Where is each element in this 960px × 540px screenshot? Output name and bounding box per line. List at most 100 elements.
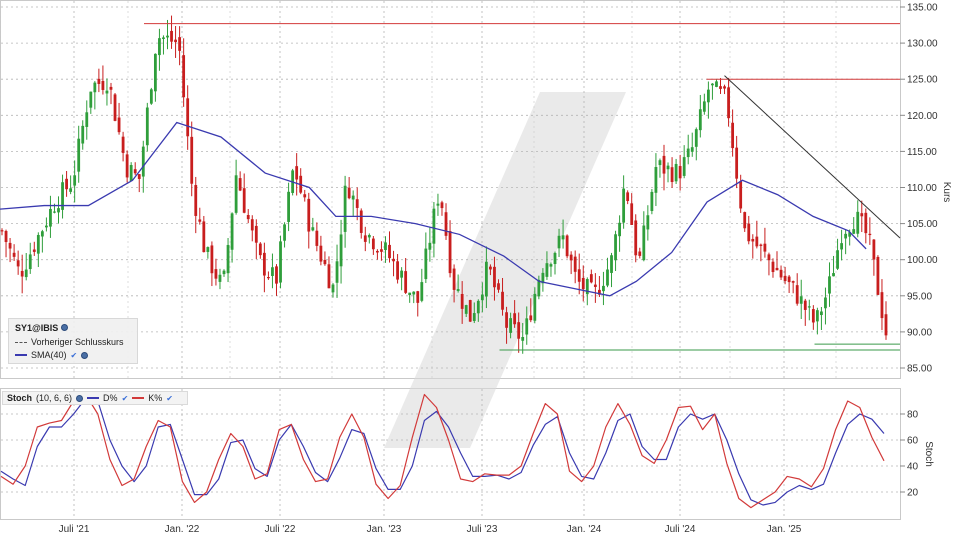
candle-up xyxy=(541,272,545,284)
candle-up xyxy=(561,235,565,240)
d-line-swatch-icon xyxy=(87,397,100,399)
candle-down xyxy=(565,235,569,257)
candle-down xyxy=(771,261,775,273)
candle-up xyxy=(69,188,73,192)
k-line-swatch-icon xyxy=(132,397,145,399)
candle-up xyxy=(682,157,686,176)
candle-down xyxy=(751,238,755,242)
candle-down xyxy=(775,267,779,271)
candle-up xyxy=(698,109,702,131)
candle-up xyxy=(24,269,28,278)
candle-down xyxy=(190,136,194,184)
stoch-indicator-params: (10, 6, 6) xyxy=(36,393,73,403)
y-tick-label: 105.00 xyxy=(907,219,938,230)
checkmark-icon[interactable]: ✔ xyxy=(121,393,129,403)
candle-down xyxy=(363,235,367,242)
candle-down xyxy=(747,223,751,242)
candle-up xyxy=(852,229,856,234)
candle-up xyxy=(840,243,843,250)
candle-down xyxy=(303,194,307,198)
candle-up xyxy=(287,191,290,222)
candle-up xyxy=(711,83,714,86)
candle-up xyxy=(89,91,93,108)
candle-down xyxy=(133,169,137,174)
k-series-label: K% xyxy=(148,393,163,403)
candle-down xyxy=(214,269,218,279)
checkmark-icon[interactable]: ✔ xyxy=(70,350,78,360)
candle-down xyxy=(202,221,206,253)
candle-down xyxy=(497,283,500,290)
candle-down xyxy=(315,230,319,246)
candle-up xyxy=(218,274,222,282)
stoch-indicator-bar: Stoch (10, 6, 6) D% ✔ K% ✔ xyxy=(2,391,188,405)
candle-down xyxy=(246,215,250,220)
candle-down xyxy=(198,219,202,222)
candle-up xyxy=(93,82,97,93)
legend-label-previous-close: Vorheriger Schlusskurs xyxy=(31,337,124,347)
candle-down xyxy=(8,242,12,249)
candle-up xyxy=(36,234,40,254)
candle-up xyxy=(646,215,650,230)
candle-up xyxy=(166,35,169,38)
x-tick-label: Jan. '22 xyxy=(165,524,200,535)
y-tick-label: 85.00 xyxy=(907,364,932,375)
candle-up xyxy=(279,241,282,283)
candle-up xyxy=(525,318,529,335)
candle-up xyxy=(61,182,64,210)
candle-down xyxy=(493,266,496,288)
candle-up xyxy=(222,270,226,275)
candle-up xyxy=(509,318,513,333)
candle-down xyxy=(267,277,270,279)
candle-up xyxy=(464,305,468,314)
candle-up xyxy=(799,296,803,304)
candle-down xyxy=(16,260,20,267)
candle-down xyxy=(186,98,190,137)
candle-down xyxy=(460,293,464,309)
stoch-tick-label: 80 xyxy=(907,410,919,421)
candle-down xyxy=(254,225,258,243)
candle-down xyxy=(803,300,807,310)
x-tick-label: Juli '24 xyxy=(665,524,696,535)
stoch-indicator-name: Stoch xyxy=(7,393,33,403)
candle-down xyxy=(589,274,593,283)
candle-down xyxy=(791,281,795,283)
candle-down xyxy=(678,166,682,179)
candle-down xyxy=(501,291,504,310)
candle-down xyxy=(444,212,448,236)
candle-up xyxy=(400,270,404,278)
settings-gear-icon[interactable] xyxy=(81,351,89,359)
candle-down xyxy=(347,187,351,199)
candle-up xyxy=(480,294,484,301)
settings-gear-icon[interactable] xyxy=(60,324,68,331)
checkmark-icon[interactable]: ✔ xyxy=(166,393,173,403)
sma-line-swatch-icon xyxy=(15,354,27,356)
candle-up xyxy=(408,292,412,296)
candle-up xyxy=(73,175,77,186)
candle-down xyxy=(452,268,456,290)
candle-up xyxy=(153,53,157,92)
candle-down xyxy=(593,284,597,287)
settings-gear-icon[interactable] xyxy=(76,394,84,402)
candle-down xyxy=(735,147,739,179)
candle-down xyxy=(783,275,787,282)
candle-down xyxy=(275,266,278,284)
candle-up xyxy=(335,261,339,283)
candle-down xyxy=(65,178,68,190)
candle-down xyxy=(307,198,311,232)
candle-up xyxy=(545,263,549,277)
candle-down xyxy=(295,166,299,180)
candle-down xyxy=(0,230,4,232)
candle-down xyxy=(262,252,266,276)
candle-down xyxy=(634,220,638,256)
candle-up xyxy=(226,244,230,274)
candle-up xyxy=(815,310,819,322)
candle-down xyxy=(811,309,815,323)
candle-down xyxy=(174,39,177,43)
candle-up xyxy=(149,89,153,104)
candle-down xyxy=(489,266,492,270)
candle-up xyxy=(283,224,286,241)
legend-symbol-label: SY1@IBIS xyxy=(15,323,59,333)
candle-down xyxy=(767,254,771,261)
